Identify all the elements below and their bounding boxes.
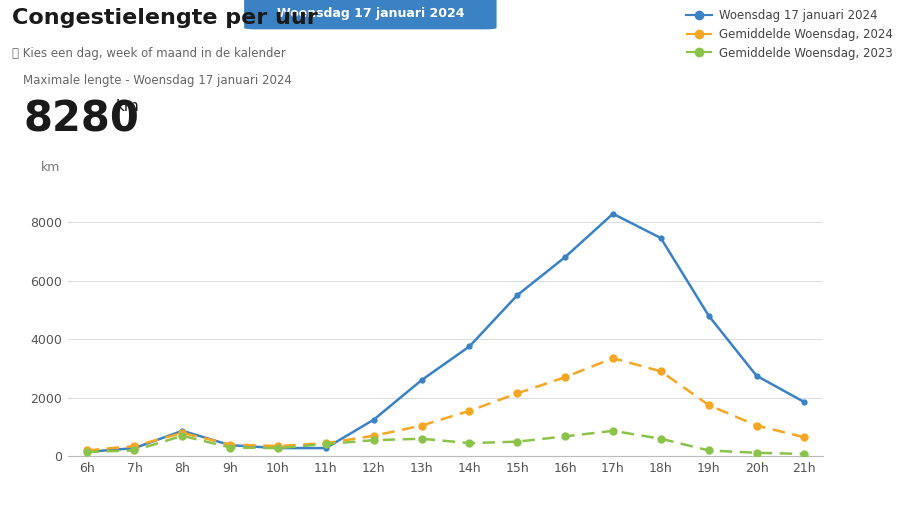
Legend: Woensdag 17 januari 2024, Gemiddelde Woensdag, 2024, Gemiddelde Woensdag, 2023: Woensdag 17 januari 2024, Gemiddelde Woe… bbox=[686, 9, 893, 59]
Text: km: km bbox=[40, 161, 60, 174]
Text: 8280: 8280 bbox=[23, 99, 140, 141]
Text: Maximale lengte - Woensdag 17 januari 2024: Maximale lengte - Woensdag 17 januari 20… bbox=[23, 74, 292, 87]
Text: ⓘ Kies een dag, week of maand in de kalender: ⓘ Kies een dag, week of maand in de kale… bbox=[12, 47, 285, 60]
Text: Woensdag 17 januari 2024: Woensdag 17 januari 2024 bbox=[276, 7, 464, 20]
Text: km: km bbox=[115, 99, 139, 114]
FancyBboxPatch shape bbox=[244, 0, 497, 29]
Text: Congestielengte per uur: Congestielengte per uur bbox=[12, 8, 318, 27]
